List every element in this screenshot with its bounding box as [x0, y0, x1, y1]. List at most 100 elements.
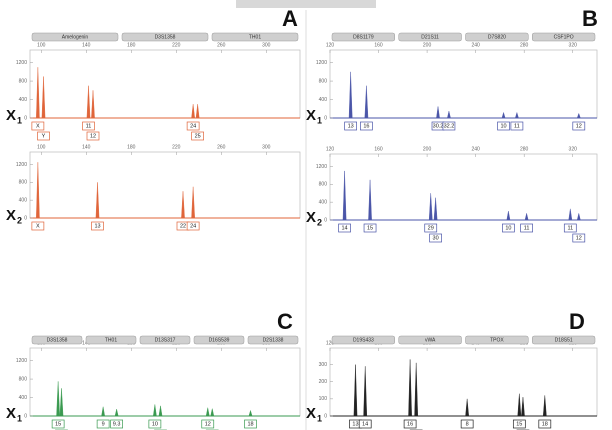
top-bar — [236, 0, 376, 8]
allele-label: 15 — [55, 421, 61, 427]
y-tick-label: 400 — [19, 197, 28, 203]
y-tick-label: 0 — [24, 215, 27, 221]
locus-label: D18S51 — [555, 337, 573, 343]
peak — [348, 71, 353, 119]
allele-label: 30.2 — [433, 123, 444, 129]
locus-label: D7S820 — [488, 34, 506, 40]
peak — [342, 170, 347, 221]
locus-box — [331, 335, 395, 345]
peak — [248, 409, 253, 417]
peak — [501, 111, 506, 119]
allele-label: 16 — [407, 421, 413, 427]
locus-box — [465, 335, 529, 345]
peak — [447, 111, 451, 119]
y-tick-label: 0 — [24, 115, 27, 121]
panel-letter: D — [569, 309, 585, 334]
trace-label: X — [6, 207, 16, 224]
locus-box — [193, 335, 245, 345]
y-tick-label: 1200 — [316, 60, 327, 66]
allele-box — [572, 233, 586, 243]
peak — [576, 213, 581, 221]
locus-box — [532, 32, 596, 42]
allele-label: 13 — [94, 223, 100, 229]
x-tick-label: 200 — [423, 42, 432, 48]
peak — [364, 85, 369, 119]
allele-label: 30 — [433, 235, 439, 241]
locus-box — [465, 32, 529, 42]
y-tick-label: 100 — [319, 396, 328, 402]
peak — [465, 398, 469, 417]
peak — [524, 213, 529, 221]
panel-letter: C — [277, 309, 293, 334]
trace-subscript: 2 — [317, 217, 322, 227]
locus-label: D2S1338 — [263, 337, 284, 343]
allele-label: 12 — [90, 133, 96, 139]
allele-label: 14 — [362, 421, 368, 427]
y-tick-label: 800 — [319, 78, 328, 84]
locus-label: vWA — [425, 337, 436, 343]
peak — [576, 112, 581, 119]
peak — [408, 359, 412, 417]
trace-label: X — [6, 107, 16, 124]
allele-label: 10 — [505, 225, 511, 231]
x-tick-label: 140 — [82, 144, 91, 150]
peak — [428, 193, 433, 221]
peak — [363, 366, 368, 417]
panel-letter: A — [282, 6, 298, 31]
peak — [153, 404, 157, 417]
peak — [56, 381, 60, 417]
trace-subscript: 1 — [17, 413, 22, 423]
peak — [91, 90, 95, 119]
y-tick-label: 400 — [319, 97, 328, 103]
x-tick-label: 140 — [82, 42, 91, 48]
allele-box — [186, 121, 200, 131]
allele-box — [31, 221, 45, 231]
allele-label: 18 — [247, 421, 253, 427]
x-tick-label: 120 — [326, 340, 335, 346]
x-tick-label: 160 — [374, 146, 383, 152]
peak — [368, 179, 372, 221]
locus-label: D3S1358 — [47, 337, 68, 343]
locus-label: CSF1PO — [554, 34, 574, 40]
allele-box — [82, 121, 95, 131]
peak — [59, 388, 64, 417]
y-tick-label: 800 — [19, 376, 28, 382]
peak — [191, 104, 195, 119]
allele-label: 12 — [576, 123, 582, 129]
allele-label: 16 — [363, 123, 369, 129]
peak — [506, 211, 511, 221]
allele-label: 9 — [102, 421, 105, 427]
allele-label: 11 — [524, 225, 530, 231]
allele-box — [86, 131, 100, 141]
peak — [515, 111, 519, 119]
trace-subscript: 1 — [317, 115, 322, 125]
locus-box — [398, 32, 462, 42]
panel-letter: B — [582, 6, 598, 31]
allele-box — [538, 419, 552, 429]
x-tick-label: 300 — [262, 42, 271, 48]
allele-box — [460, 419, 474, 429]
allele-box — [358, 419, 372, 429]
allele-label: 9.3 — [113, 421, 121, 427]
x-tick-label: 280 — [520, 146, 529, 152]
trace-label: X — [306, 209, 316, 226]
locus-label: TH01 — [249, 34, 261, 40]
peak — [36, 67, 40, 119]
allele-label: Y — [42, 133, 46, 139]
allele-box — [191, 131, 204, 141]
allele-label: 11 — [514, 123, 520, 129]
trace-label: X — [6, 405, 16, 422]
peak — [353, 364, 358, 417]
peak — [568, 208, 573, 221]
allele-box — [429, 233, 442, 243]
x-tick-label: 120 — [326, 42, 335, 48]
x-tick-label: 240 — [471, 42, 480, 48]
locus-box — [532, 335, 596, 345]
y-tick-label: 800 — [19, 78, 28, 84]
peak — [195, 104, 200, 119]
allele-label: 12 — [576, 235, 582, 241]
x-tick-label: 260 — [217, 144, 226, 150]
x-tick-label: 320 — [569, 146, 578, 152]
y-tick-label: 200 — [319, 379, 328, 385]
allele-label: 29 — [428, 225, 434, 231]
